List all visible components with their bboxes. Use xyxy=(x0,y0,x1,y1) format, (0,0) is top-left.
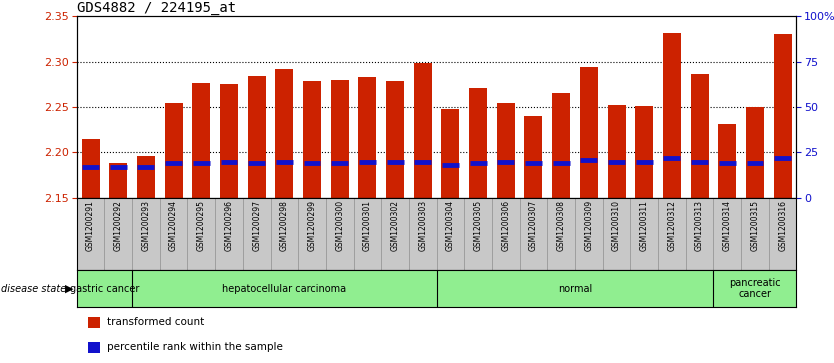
Bar xyxy=(270,198,299,270)
Text: pancreatic
cancer: pancreatic cancer xyxy=(729,278,781,299)
Text: hepatocellular carcinoma: hepatocellular carcinoma xyxy=(223,284,346,294)
Bar xyxy=(104,198,132,270)
Bar xyxy=(381,198,409,270)
Bar xyxy=(409,198,437,270)
Bar xyxy=(465,198,492,270)
Bar xyxy=(220,84,238,198)
Text: GSM1200312: GSM1200312 xyxy=(667,200,676,251)
Text: GSM1200310: GSM1200310 xyxy=(612,200,621,251)
Text: GSM1200315: GSM1200315 xyxy=(751,200,760,251)
Bar xyxy=(718,124,736,198)
Bar xyxy=(303,81,321,198)
Text: GSM1200294: GSM1200294 xyxy=(169,200,178,251)
Text: GSM1200296: GSM1200296 xyxy=(224,200,234,251)
Text: ▶: ▶ xyxy=(65,284,73,294)
Bar xyxy=(193,82,210,198)
Bar xyxy=(607,105,626,198)
Text: GDS4882 / 224195_at: GDS4882 / 224195_at xyxy=(77,1,236,15)
Text: GSM1200298: GSM1200298 xyxy=(280,200,289,251)
Bar xyxy=(552,93,570,198)
Bar xyxy=(520,198,547,270)
Bar xyxy=(215,198,243,270)
Text: GSM1200304: GSM1200304 xyxy=(446,200,455,251)
Bar xyxy=(686,198,713,270)
Text: GSM1200316: GSM1200316 xyxy=(778,200,787,251)
Text: disease state: disease state xyxy=(1,284,66,294)
Bar xyxy=(547,198,575,270)
Bar xyxy=(437,198,465,270)
Text: normal: normal xyxy=(558,284,592,294)
Text: GSM1200297: GSM1200297 xyxy=(252,200,261,251)
Bar xyxy=(636,106,653,198)
Text: GSM1200299: GSM1200299 xyxy=(308,200,317,251)
Bar xyxy=(299,198,326,270)
Bar xyxy=(470,88,487,198)
Bar xyxy=(275,69,294,198)
Bar xyxy=(441,109,460,198)
Bar xyxy=(741,198,769,270)
Bar xyxy=(137,156,155,198)
Bar xyxy=(326,198,354,270)
Bar xyxy=(631,198,658,270)
Text: GSM1200302: GSM1200302 xyxy=(390,200,399,251)
Text: GSM1200306: GSM1200306 xyxy=(501,200,510,251)
Text: GSM1200303: GSM1200303 xyxy=(419,200,427,251)
Text: GSM1200292: GSM1200292 xyxy=(113,200,123,251)
Text: GSM1200314: GSM1200314 xyxy=(723,200,731,251)
Bar xyxy=(492,198,520,270)
Text: transformed count: transformed count xyxy=(107,318,204,327)
Text: GSM1200295: GSM1200295 xyxy=(197,200,206,251)
Text: GSM1200313: GSM1200313 xyxy=(695,200,704,251)
Bar xyxy=(386,81,404,198)
Bar xyxy=(359,77,376,198)
Bar xyxy=(77,198,104,270)
Bar xyxy=(658,198,686,270)
Bar xyxy=(497,102,515,198)
Text: GSM1200307: GSM1200307 xyxy=(529,200,538,251)
Text: percentile rank within the sample: percentile rank within the sample xyxy=(107,342,283,352)
Bar xyxy=(331,80,349,198)
Bar xyxy=(414,62,432,198)
Bar xyxy=(603,198,631,270)
Bar xyxy=(248,76,266,198)
Bar xyxy=(354,198,381,270)
Text: GSM1200291: GSM1200291 xyxy=(86,200,95,251)
Bar xyxy=(525,116,542,198)
Bar xyxy=(160,198,188,270)
Bar xyxy=(575,198,603,270)
Text: GSM1200308: GSM1200308 xyxy=(556,200,565,251)
Bar xyxy=(164,103,183,198)
Bar xyxy=(188,198,215,270)
Bar xyxy=(88,317,100,328)
Text: GSM1200305: GSM1200305 xyxy=(474,200,483,251)
Bar xyxy=(691,73,709,198)
Text: GSM1200311: GSM1200311 xyxy=(640,200,649,251)
Bar xyxy=(663,33,681,198)
Text: GSM1200301: GSM1200301 xyxy=(363,200,372,251)
Text: GSM1200309: GSM1200309 xyxy=(585,200,593,251)
Bar xyxy=(88,342,100,353)
Text: gastric cancer: gastric cancer xyxy=(70,284,139,294)
Bar xyxy=(109,163,128,198)
Bar xyxy=(774,34,791,198)
Bar xyxy=(132,198,160,270)
Text: GSM1200293: GSM1200293 xyxy=(142,200,150,251)
Bar xyxy=(769,198,796,270)
Bar xyxy=(746,107,764,198)
Bar xyxy=(713,198,741,270)
Bar xyxy=(82,139,99,198)
Text: GSM1200300: GSM1200300 xyxy=(335,200,344,251)
Bar xyxy=(580,67,598,198)
Bar xyxy=(243,198,270,270)
